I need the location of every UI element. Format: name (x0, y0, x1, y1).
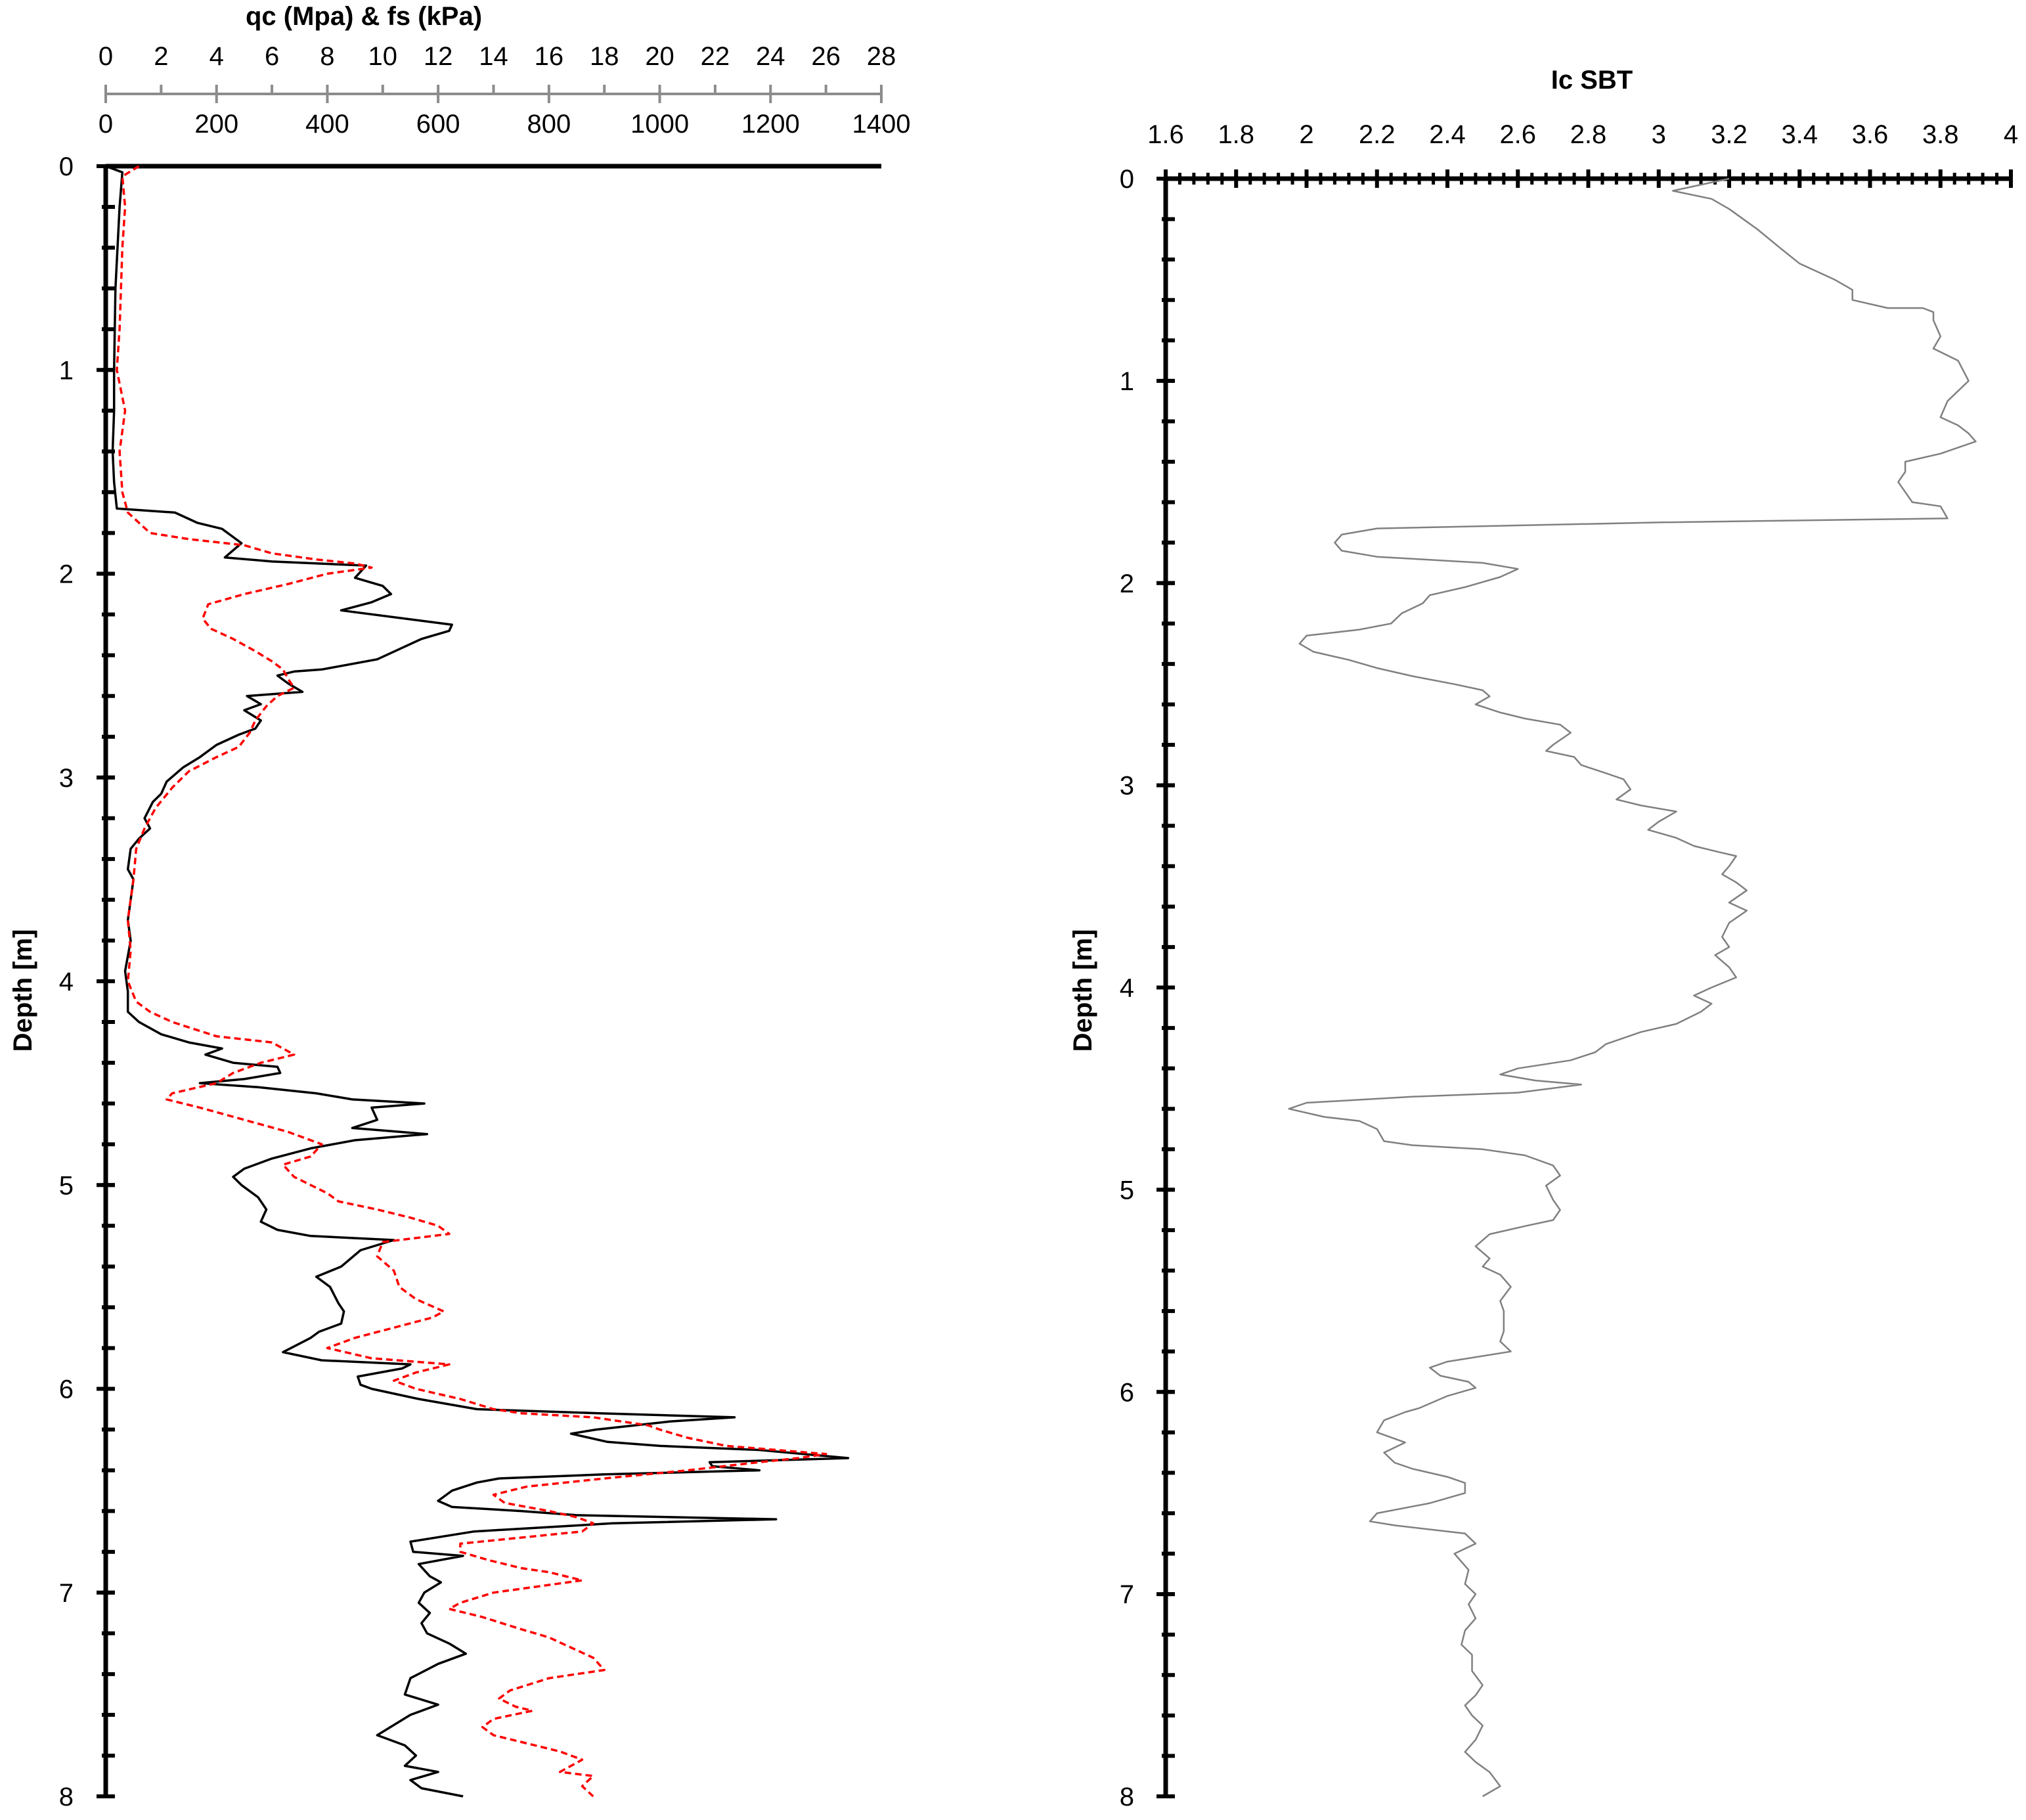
right-depth-tick-label: 8 (1120, 1783, 1134, 1811)
qc-axis-tick-label: 0 (99, 42, 113, 71)
qc-axis-tick-label: 24 (756, 42, 785, 71)
ic-axis-tick-label: 3.4 (1781, 120, 1818, 149)
left-series (105, 165, 850, 1798)
qc-axis-tick-label: 20 (645, 42, 674, 71)
qc-axis-tick-label: 14 (479, 42, 508, 71)
left-y-axis-title: Depth [m] (9, 929, 37, 1052)
left-depth-tick-label: 5 (59, 1171, 74, 1200)
left-axes: 0 2 4 6 8 10 12 14 16 18 20 22 24 26 280 200 400 600 800 10… (59, 42, 911, 1811)
ic-axis-tick-label: 3.6 (1852, 120, 1889, 149)
ic-axis-tick-label: 3 (1652, 120, 1666, 149)
qc-axis-tick-label: 10 (368, 42, 398, 71)
right-depth-tick-label: 1 (1120, 367, 1134, 396)
ic-axis-tick-label: 3.2 (1711, 120, 1748, 149)
left-depth-tick-label: 4 (59, 967, 74, 996)
ic-axis-tick-label: 2.8 (1570, 120, 1607, 149)
left-depth-tick-label: 6 (59, 1375, 74, 1404)
right-depth-tick-label: 3 (1120, 772, 1134, 801)
ic-axis-tick-label: 2.4 (1429, 120, 1466, 149)
fs-axis-tick-label: 400 (305, 110, 349, 139)
ic-axis-tick-label: 2 (1299, 120, 1313, 149)
ic-axis-tick-label: 4 (2004, 120, 2018, 149)
left-depth-tick-label: 2 (59, 560, 74, 589)
qc-axis-tick-label: 28 (867, 42, 896, 71)
ic-sbt-depth-chart: Ic SBT Depth [m] 1.6 1.8 2 2.2 2.4 2.6 2.8 3 3.2… (1068, 66, 2018, 1811)
qc-series-line (105, 165, 850, 1798)
right-depth-tick-label: 4 (1120, 974, 1134, 1003)
right-depth-tick-label: 6 (1120, 1378, 1134, 1407)
qc-axis-tick-label: 8 (320, 42, 334, 71)
qc-fs-depth-chart: qc (Mpa) & fs (kPa) Depth [m] 0 2 4 6 8 10 12 1… (9, 2, 910, 1811)
right-y-axis-title: Depth [m] (1068, 929, 1097, 1052)
ic-axis-tick-label: 1.8 (1218, 120, 1254, 149)
fs-series-line (116, 165, 827, 1798)
fs-axis-tick-label: 600 (416, 110, 460, 139)
qc-axis-tick-label: 6 (265, 42, 279, 71)
fs-axis-tick-label: 1000 (630, 110, 689, 139)
fs-axis-tick-label: 200 (194, 110, 238, 139)
left-chart-title: qc (Mpa) & fs (kPa) (246, 2, 482, 31)
right-axes: 1.6 1.8 2 2.2 2.4 2.6 2.8 3 3.2 3.4 3.6 3.8 4 0 1 2 3 4 5 6… (1120, 120, 2018, 1811)
qc-axis-tick-label: 22 (701, 42, 730, 71)
right-series (1288, 177, 1977, 1798)
fs-axis-tick-label: 1400 (852, 110, 911, 139)
qc-axis-tick-label: 2 (154, 42, 168, 71)
ic-axis-tick-label: 1.6 (1147, 120, 1184, 149)
qc-axis-tick-label: 16 (535, 42, 564, 71)
right-depth-tick-label: 7 (1120, 1580, 1134, 1609)
left-depth-tick-label: 7 (59, 1579, 74, 1608)
left-depth-tick-label: 0 (59, 152, 74, 181)
ic-axis-tick-label: 3.8 (1922, 120, 1959, 149)
left-depth-tick-label: 1 (59, 356, 74, 385)
fs-axis-tick-label: 800 (527, 110, 571, 139)
fs-axis-tick-label: 1200 (741, 110, 800, 139)
qc-axis-tick-label: 4 (209, 42, 224, 71)
qc-axis-tick-label: 18 (590, 42, 619, 71)
left-depth-tick-label: 8 (59, 1783, 74, 1811)
qc-axis-tick-label: 26 (811, 42, 841, 71)
ic-series-line (1288, 177, 1977, 1798)
right-depth-tick-label: 2 (1120, 569, 1134, 598)
right-depth-tick-label: 0 (1120, 165, 1134, 194)
fs-axis-tick-label: 0 (99, 110, 113, 139)
ic-axis-tick-label: 2.2 (1359, 120, 1396, 149)
right-chart-title: Ic SBT (1551, 66, 1633, 95)
left-depth-tick-label: 3 (59, 764, 74, 793)
ic-axis-tick-label: 2.6 (1499, 120, 1536, 149)
right-depth-tick-label: 5 (1120, 1176, 1134, 1205)
qc-axis-tick-label: 12 (424, 42, 453, 71)
